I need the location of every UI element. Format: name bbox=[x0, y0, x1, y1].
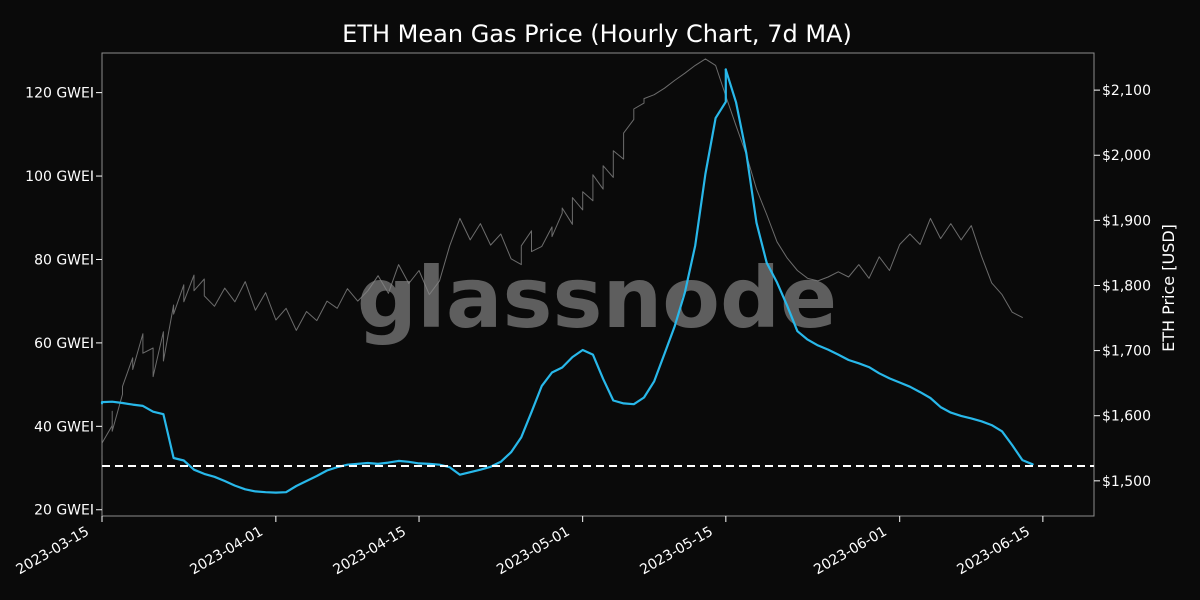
eth-price-series-line bbox=[101, 58, 1023, 456]
right-axis-tick-label: $1,800 bbox=[1102, 278, 1151, 294]
plot-frame bbox=[101, 52, 1095, 517]
right-axis-tick-label: $2,000 bbox=[1102, 148, 1151, 164]
right-axis-label: ETH Price [USD] bbox=[1159, 224, 1178, 352]
watermark-text: glassnode bbox=[357, 249, 837, 347]
right-axis-tick-label: $1,600 bbox=[1102, 409, 1151, 425]
right-axis-tick-label: $1,700 bbox=[1102, 344, 1151, 360]
left-axis-tick-label: 80 GWEI bbox=[34, 252, 94, 268]
right-axis-tick-label: $1,500 bbox=[1102, 474, 1151, 490]
left-axis-tick-label: 100 GWEI bbox=[25, 169, 94, 185]
right-axis-tick-label: $2,100 bbox=[1102, 83, 1151, 99]
chart-title: ETH Mean Gas Price (Hourly Chart, 7d MA) bbox=[342, 20, 852, 48]
left-axis-tick-label: 120 GWEI bbox=[25, 86, 94, 102]
gas-price-series-line bbox=[100, 68, 727, 494]
left-axis-tick-label: 20 GWEI bbox=[34, 503, 94, 519]
right-axis-tick-label: $1,900 bbox=[1102, 213, 1151, 229]
gas-price-series-line bbox=[724, 68, 1034, 466]
left-axis-tick-label: 60 GWEI bbox=[34, 336, 94, 352]
left-axis-tick-label: 40 GWEI bbox=[34, 419, 94, 435]
